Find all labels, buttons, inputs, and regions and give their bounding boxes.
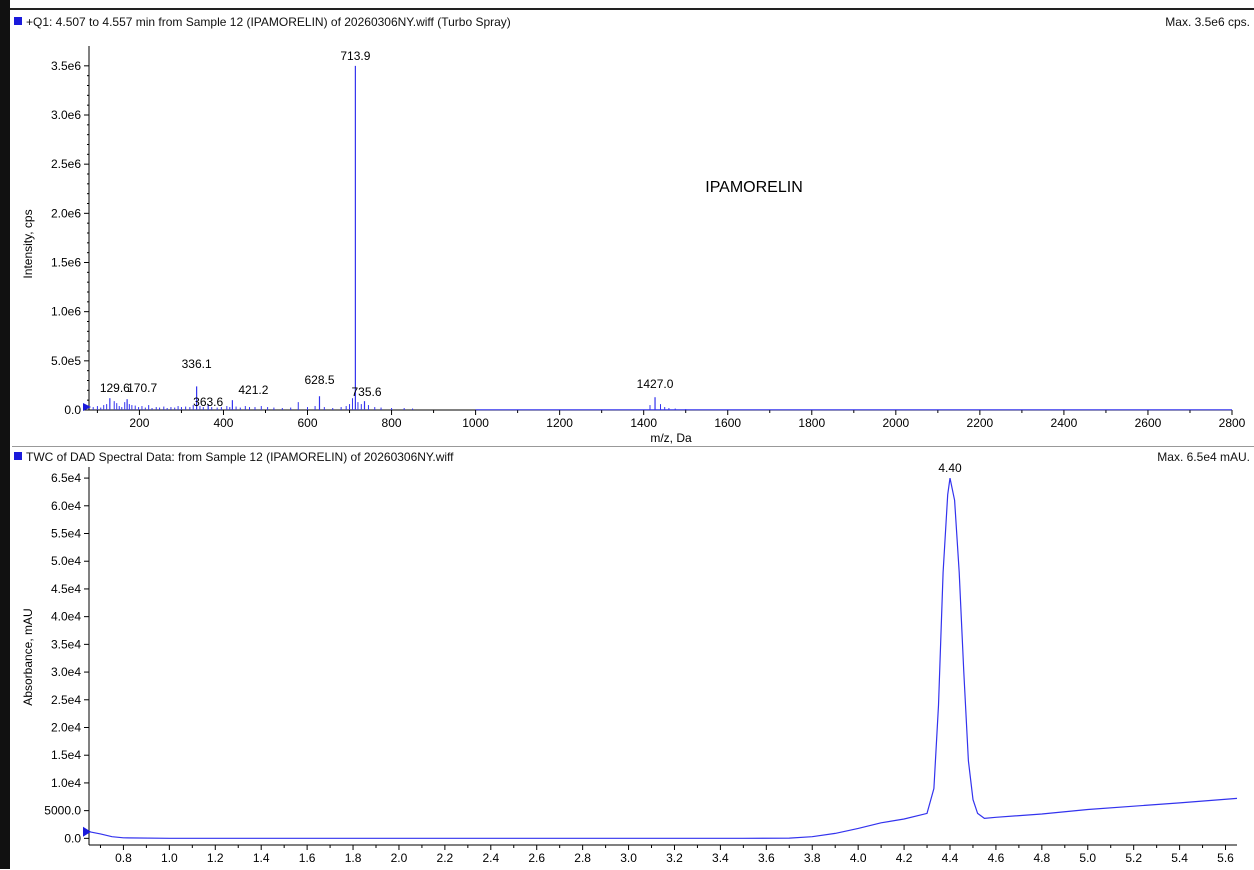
uv-x-tick-label: 4.4 xyxy=(942,851,959,865)
ms-y-tick-label: 1.5e6 xyxy=(51,256,81,270)
uv-y-tick-label: 3.0e4 xyxy=(51,665,81,679)
uv-x-tick-label: 5.2 xyxy=(1125,851,1142,865)
uv-y-tick-label: 4.5e4 xyxy=(51,582,81,596)
ms-x-tick-label: 1600 xyxy=(714,416,741,430)
ms-y-tick-label: 0.0 xyxy=(64,403,81,417)
ms-x-tick-label: 2800 xyxy=(1219,416,1246,430)
uv-x-tick-label: 5.4 xyxy=(1171,851,1188,865)
ms-y-tick-label: 3.0e6 xyxy=(51,108,81,122)
mass-spectrum-max-label: Max. 3.5e6 cps. xyxy=(1165,15,1250,29)
uv-y-tick-label: 2.5e4 xyxy=(51,693,81,707)
mass-spectrum-plot[interactable]: IPAMORELIN m/z, Da Intensity, cps 0.0 5.0… xyxy=(12,12,1254,445)
uv-y-tick-label: 4.0e4 xyxy=(51,610,81,624)
ms-y-tick-label: 2.0e6 xyxy=(51,206,81,220)
ms-x-tick-label: 600 xyxy=(297,416,317,430)
panel-selector-icon[interactable] xyxy=(14,452,22,460)
ms-peak-label: 363.6 xyxy=(193,395,223,409)
ms-x-tick-label: 800 xyxy=(382,416,402,430)
uv-x-tick-label: 2.4 xyxy=(482,851,499,865)
uv-chromatogram-plot[interactable]: Absorbance, mAU 0.0 5000.0 1.0e4 1.5e4 2.0e4… xyxy=(12,447,1254,870)
ms-x-tick-label: 400 xyxy=(213,416,233,430)
uv-x-tick-label: 0.8 xyxy=(115,851,132,865)
compound-annotation: IPAMORELIN xyxy=(705,179,803,196)
uv-x-tick-label: 3.0 xyxy=(620,851,637,865)
uv-y-tick-label: 3.5e4 xyxy=(51,637,81,651)
uv-y-tick-label: 0.0 xyxy=(64,831,81,845)
ms-x-tick-label: 1000 xyxy=(462,416,489,430)
uv-y-axis-label: Absorbance, mAU xyxy=(21,608,35,705)
ms-x-tick-label: 1400 xyxy=(630,416,657,430)
ms-y-axis-label: Intensity, cps xyxy=(21,209,35,278)
uv-x-tick-label: 1.4 xyxy=(253,851,270,865)
ms-peak-label: 713.9 xyxy=(340,49,370,63)
ms-peak-label: 336.1 xyxy=(182,357,212,371)
uv-x-tick-label: 2.6 xyxy=(528,851,545,865)
uv-x-tick-label: 3.2 xyxy=(666,851,683,865)
ms-peak-label: 1427.0 xyxy=(637,377,674,391)
uv-y-tick-label: 1.0e4 xyxy=(51,776,81,790)
uv-x-tick-label: 2.2 xyxy=(437,851,454,865)
ms-y-tick-label: 5.0e5 xyxy=(51,354,81,368)
uv-x-tick-label: 2.0 xyxy=(391,851,408,865)
uv-x-tick-label: 5.0 xyxy=(1079,851,1096,865)
ms-peak-label: 421.2 xyxy=(238,383,268,397)
ms-peak-label: 628.5 xyxy=(304,373,334,387)
ms-peak-label: 170.7 xyxy=(127,381,157,395)
ms-y-tick-label: 3.5e6 xyxy=(51,59,81,73)
uv-x-tick-label: 3.6 xyxy=(758,851,775,865)
uv-x-tick-label: 1.6 xyxy=(299,851,316,865)
uv-chromatogram-title: TWC of DAD Spectral Data: from Sample 12… xyxy=(26,450,454,464)
uv-x-tick-label: 2.8 xyxy=(574,851,591,865)
ms-cursor-marker-icon[interactable] xyxy=(83,403,91,411)
uv-x-tick-label: 1.0 xyxy=(161,851,178,865)
uv-x-tick-label: 4.0 xyxy=(850,851,867,865)
uv-trace-line xyxy=(88,477,1238,839)
top-border xyxy=(10,8,1254,10)
ms-peak-label: 129.6 xyxy=(100,381,130,395)
left-border xyxy=(0,0,10,869)
ms-x-tick-label: 1200 xyxy=(546,416,573,430)
uv-y-tick-label: 5.5e4 xyxy=(51,527,81,541)
uv-x-tick-label: 4.8 xyxy=(1033,851,1050,865)
uv-x-tick-label: 5.6 xyxy=(1217,851,1234,865)
panel-selector-icon[interactable] xyxy=(14,17,22,25)
mass-spectrum-panel: +Q1: 4.507 to 4.557 min from Sample 12 (… xyxy=(12,12,1254,445)
uv-chromatogram-panel: TWC of DAD Spectral Data: from Sample 12… xyxy=(12,446,1254,870)
uv-x-tick-label: 3.8 xyxy=(804,851,821,865)
ms-x-tick-label: 1800 xyxy=(798,416,825,430)
ms-x-tick-label: 200 xyxy=(129,416,149,430)
uv-x-tick-label: 4.2 xyxy=(896,851,913,865)
ms-x-tick-label: 2600 xyxy=(1135,416,1162,430)
uv-y-tick-label: 5000.0 xyxy=(44,804,81,818)
uv-x-tick-label: 1.2 xyxy=(207,851,224,865)
uv-peak-label: 4.40 xyxy=(938,461,962,475)
ms-x-tick-label: 2200 xyxy=(967,416,994,430)
ms-peak-label: 735.6 xyxy=(351,385,381,399)
ms-x-axis-label: m/z, Da xyxy=(650,431,692,445)
ms-x-tick-label: 2000 xyxy=(882,416,909,430)
ms-y-tick-label: 2.5e6 xyxy=(51,157,81,171)
uv-x-tick-label: 3.4 xyxy=(712,851,729,865)
ms-y-tick-label: 1.0e6 xyxy=(51,305,81,319)
mass-spectrum-title: +Q1: 4.507 to 4.557 min from Sample 12 (… xyxy=(26,15,511,29)
uv-y-tick-label: 1.5e4 xyxy=(51,748,81,762)
uv-y-tick-label: 2.0e4 xyxy=(51,720,81,734)
uv-y-tick-label: 6.0e4 xyxy=(51,499,81,513)
uv-chromatogram-max-label: Max. 6.5e4 mAU. xyxy=(1157,450,1250,464)
uv-x-tick-label: 4.6 xyxy=(988,851,1005,865)
uv-y-tick-label: 5.0e4 xyxy=(51,554,81,568)
uv-y-tick-label: 6.5e4 xyxy=(51,471,81,485)
uv-cursor-marker-icon[interactable] xyxy=(83,826,91,837)
ms-x-tick-label: 2400 xyxy=(1051,416,1078,430)
uv-x-tick-label: 1.8 xyxy=(345,851,362,865)
